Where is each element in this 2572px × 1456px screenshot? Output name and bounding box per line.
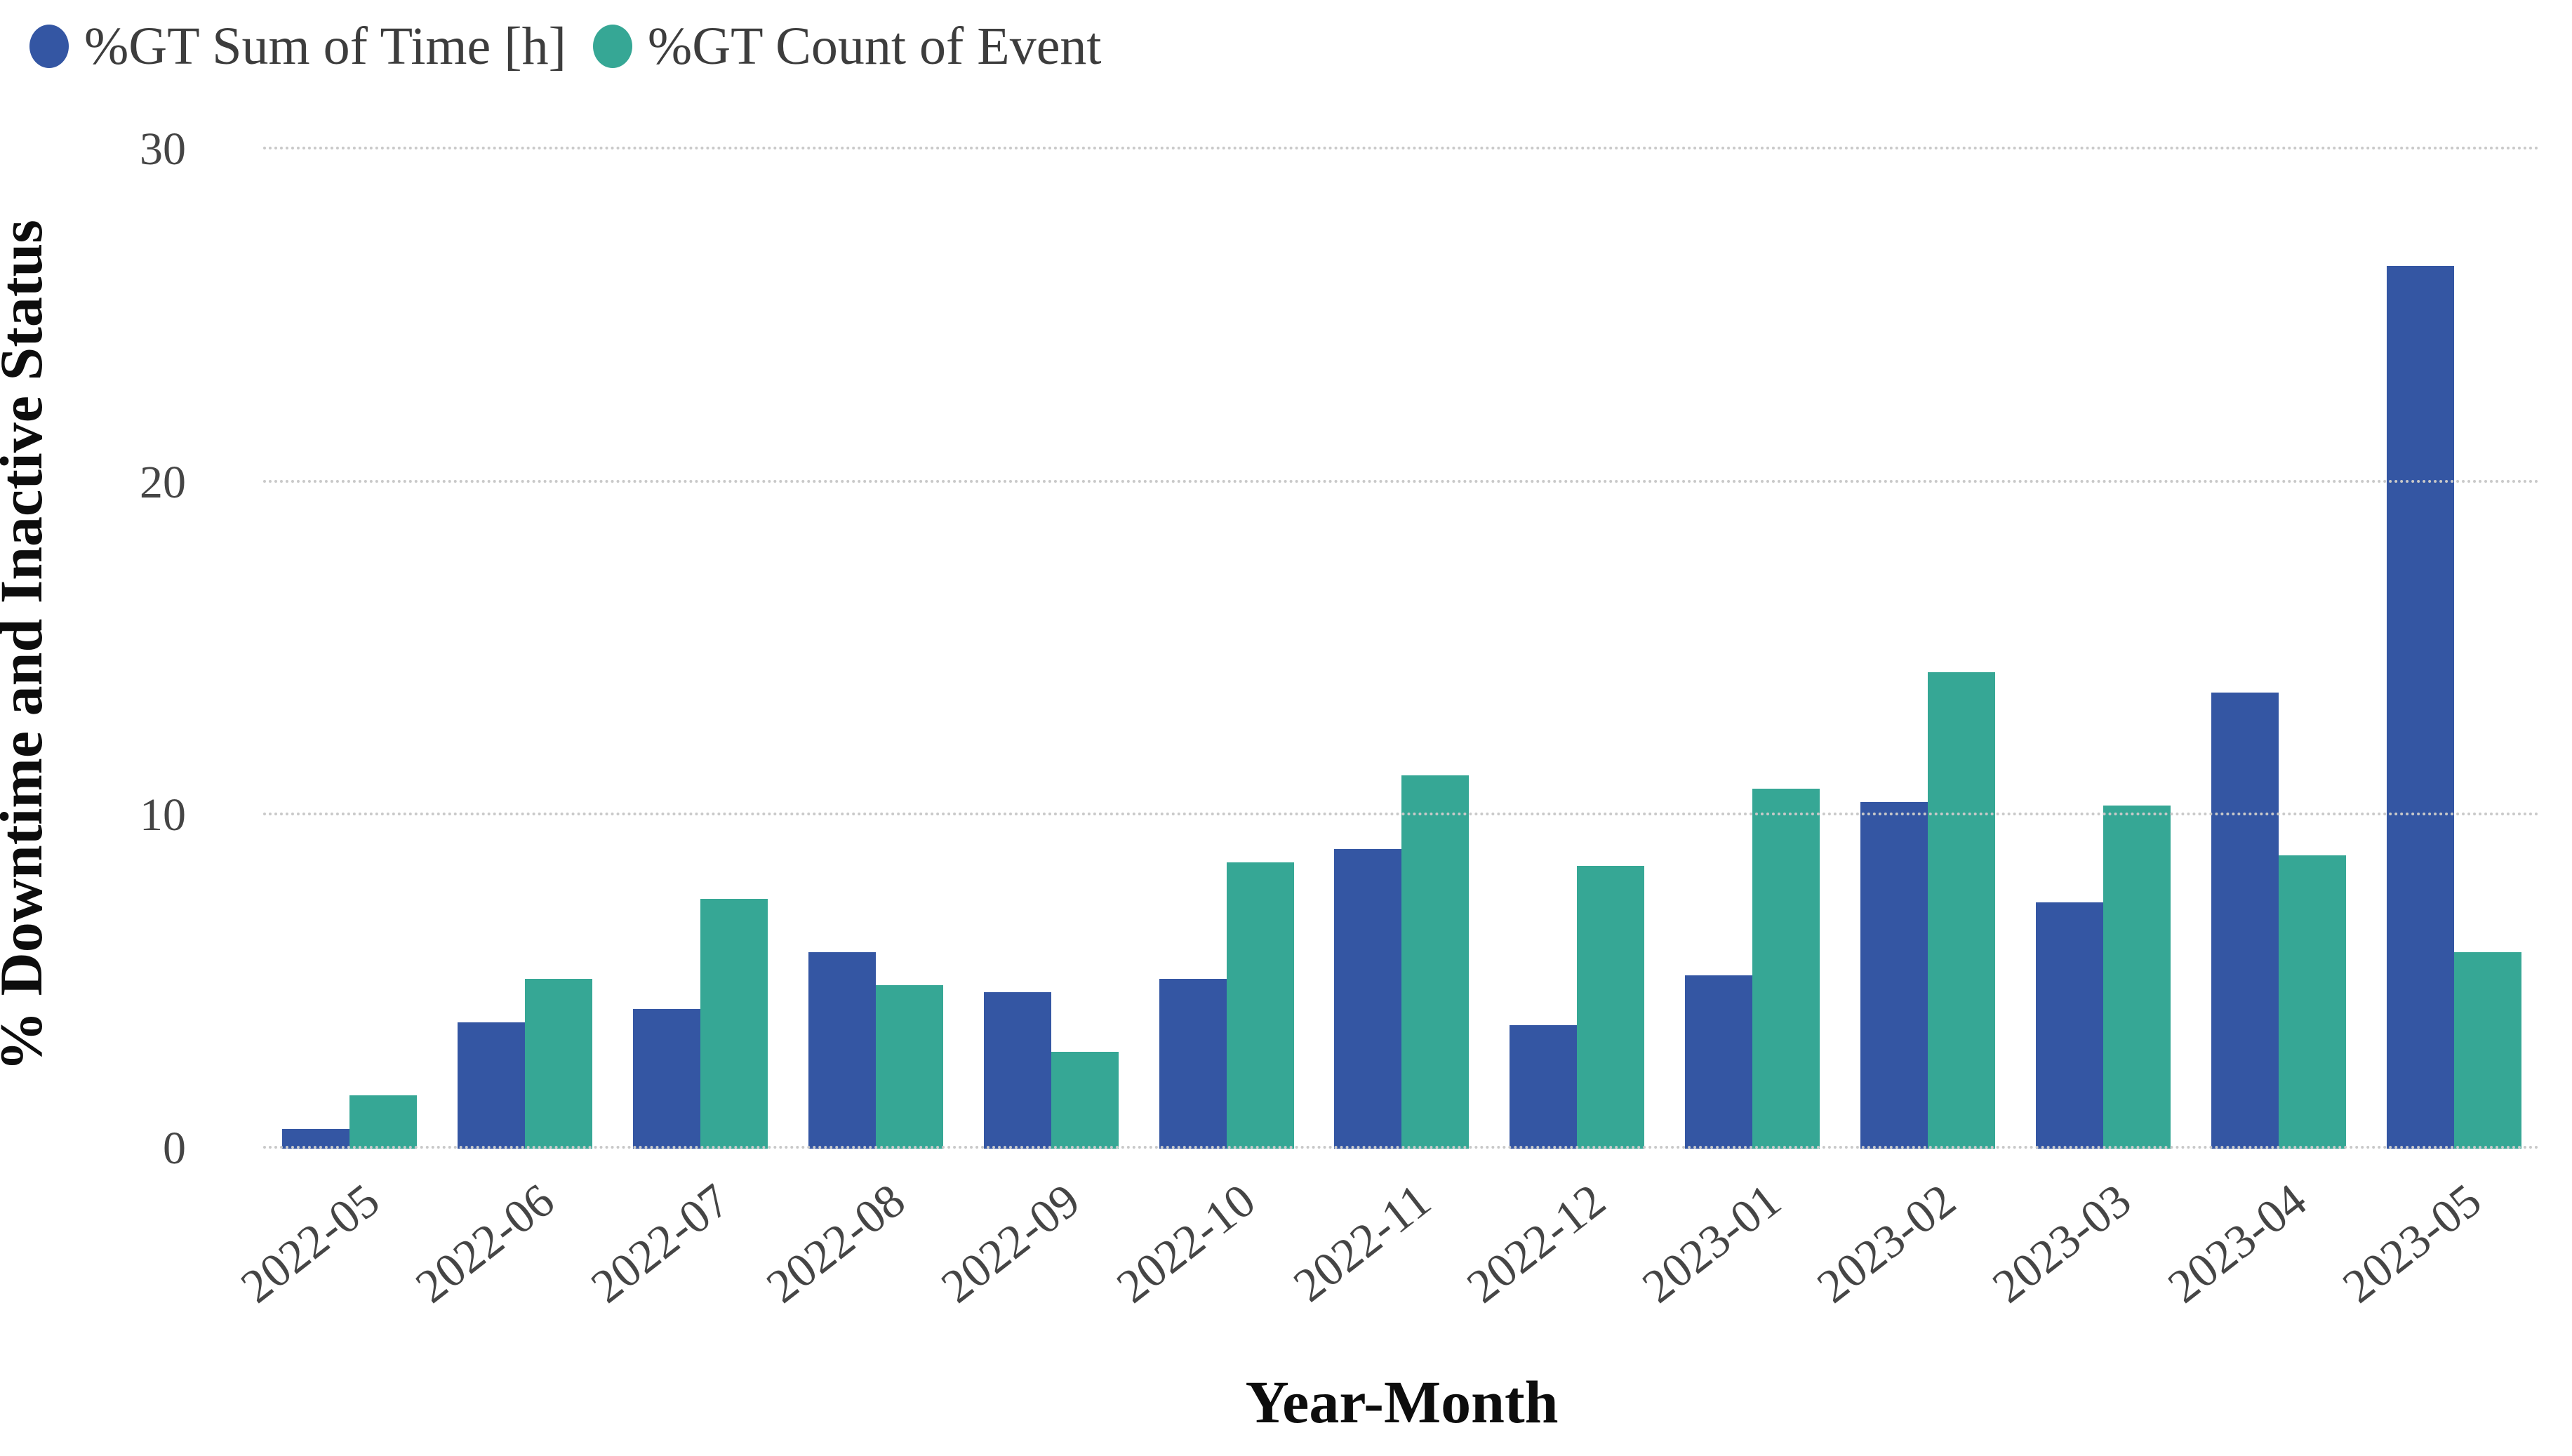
bar-group-2023-04 — [2192, 149, 2365, 1149]
legend-item-count-of-event[interactable]: %GT Count of Event — [592, 17, 1102, 76]
bar-group-2022-09 — [965, 149, 1138, 1149]
legend-label: %GT Count of Event — [647, 17, 1102, 76]
bar-sum-of-time-2022-10[interactable] — [1159, 978, 1227, 1149]
bar-count-of-event-2022-12[interactable] — [1577, 865, 1645, 1149]
bar-sum-of-time-2022-09[interactable] — [983, 991, 1051, 1149]
bar-groups — [263, 149, 2540, 1149]
x-axis-title: Year-Month — [1245, 1368, 1559, 1436]
bar-count-of-event-2022-10[interactable] — [1226, 862, 1294, 1149]
bar-count-of-event-2022-06[interactable] — [524, 978, 592, 1149]
bar-group-2022-11 — [1315, 149, 1488, 1149]
y-tick-label-10: 10 — [140, 789, 186, 841]
legend-dot-icon — [29, 25, 69, 68]
y-tick-label-20: 20 — [140, 456, 186, 508]
bar-sum-of-time-2022-06[interactable] — [457, 1022, 525, 1149]
gridline-30 — [263, 147, 2540, 149]
bar-sum-of-time-2023-03[interactable] — [2036, 902, 2104, 1149]
bar-count-of-event-2022-07[interactable] — [700, 899, 768, 1149]
bar-sum-of-time-2022-08[interactable] — [808, 951, 876, 1149]
plot-area — [263, 147, 2540, 1149]
bar-count-of-event-2023-04[interactable] — [2278, 855, 2346, 1149]
gridline-0 — [263, 1146, 2540, 1149]
bar-group-2022-07 — [614, 149, 787, 1149]
bar-sum-of-time-2022-07[interactable] — [632, 1008, 700, 1149]
bar-count-of-event-2022-09[interactable] — [1051, 1052, 1119, 1149]
bar-group-2022-12 — [1491, 149, 1663, 1149]
bar-group-2023-01 — [1666, 149, 1839, 1149]
gridline-20 — [263, 479, 2540, 483]
bar-group-2023-05 — [2368, 149, 2540, 1149]
bar-sum-of-time-2022-12[interactable] — [1510, 1025, 1578, 1149]
bar-sum-of-time-2023-04[interactable] — [2211, 692, 2279, 1149]
bar-sum-of-time-2023-05[interactable] — [2386, 266, 2454, 1149]
bar-sum-of-time-2022-05[interactable] — [282, 1128, 349, 1149]
gridline-10 — [263, 813, 2540, 816]
bar-count-of-event-2023-03[interactable] — [2103, 806, 2171, 1149]
bar-group-2023-03 — [2017, 149, 2190, 1149]
bar-count-of-event-2023-05[interactable] — [2453, 951, 2521, 1149]
legend-label: %GT Sum of Time [h] — [84, 17, 566, 76]
y-tick-label-30: 30 — [140, 123, 186, 175]
bar-group-2022-05 — [263, 149, 436, 1149]
bar-group-2022-08 — [789, 149, 962, 1149]
bar-count-of-event-2022-11[interactable] — [1401, 775, 1470, 1149]
bar-sum-of-time-2023-01[interactable] — [1685, 975, 1753, 1149]
bar-count-of-event-2023-01[interactable] — [1752, 789, 1820, 1149]
bar-group-2022-10 — [1140, 149, 1313, 1149]
bar-count-of-event-2022-08[interactable] — [875, 985, 943, 1149]
bar-sum-of-time-2022-11[interactable] — [1334, 848, 1402, 1149]
bar-count-of-event-2023-02[interactable] — [1928, 672, 1996, 1149]
bar-group-2022-06 — [439, 149, 611, 1149]
bar-count-of-event-2022-05[interactable] — [349, 1095, 417, 1149]
legend-item-sum-of-time[interactable]: %GT Sum of Time [h] — [29, 20, 566, 73]
bar-sum-of-time-2023-02[interactable] — [1860, 802, 1928, 1149]
bar-group-2023-02 — [1841, 149, 2014, 1149]
legend-dot-icon — [592, 25, 632, 68]
legend: %GT Sum of Time [h] %GT Count of Event — [29, 13, 1102, 80]
y-tick-label-0: 0 — [163, 1123, 186, 1174]
